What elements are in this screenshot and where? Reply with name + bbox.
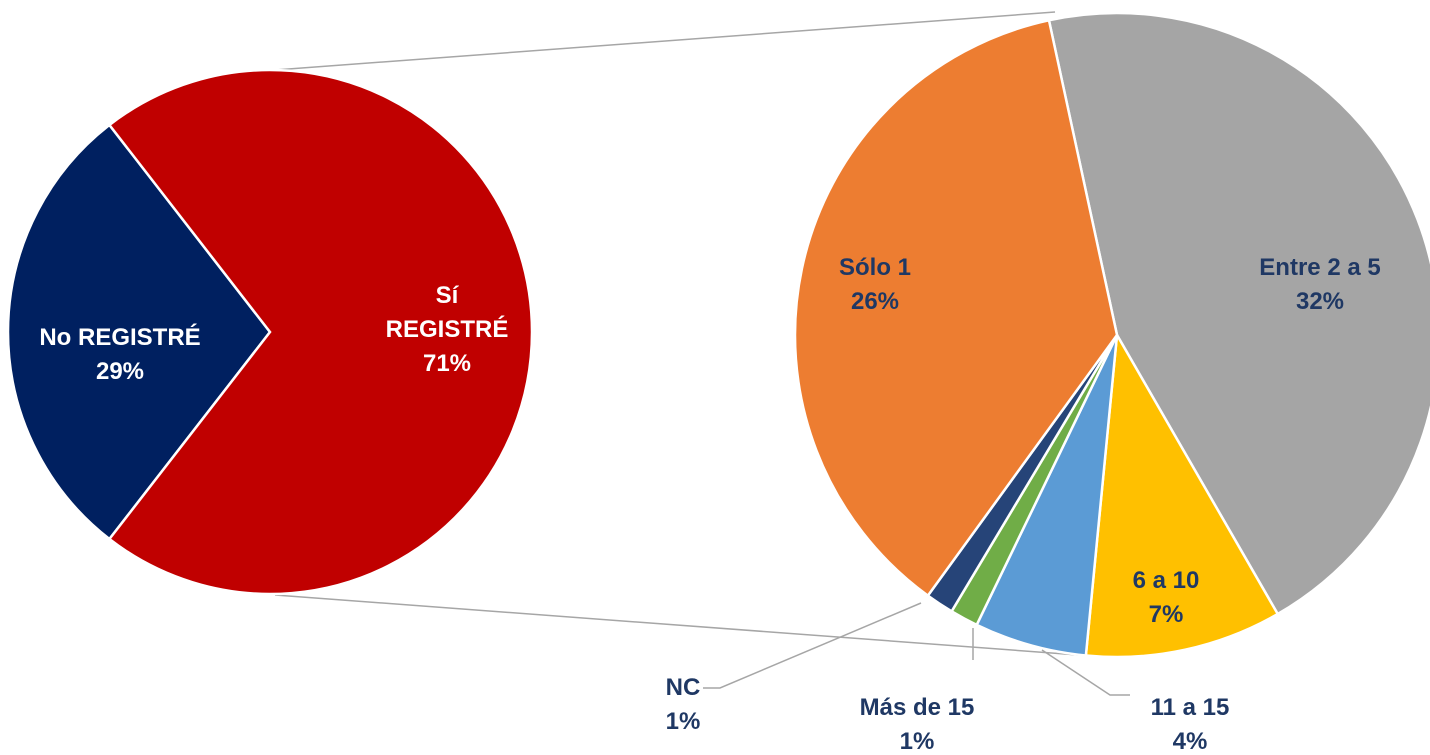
- category-label: Más de 15: [859, 694, 975, 721]
- value-label: 7%: [1148, 601, 1184, 628]
- category-label: Sí REGISTRÉ: [385, 282, 509, 343]
- category-label: 11 a 15: [1150, 694, 1230, 721]
- pie-slice: [107, 68, 534, 596]
- data-label: Sí REGISTRÉ 71%: [377, 279, 517, 381]
- value-label: 1%: [665, 708, 701, 735]
- data-label: No REGISTRÉ 29%: [20, 321, 220, 389]
- category-label: No REGISTRÉ: [39, 324, 201, 351]
- category-label: 6 a 10: [1132, 567, 1200, 594]
- pie-slice: [1084, 330, 1280, 659]
- pie-slice: [1047, 11, 1430, 616]
- connector-line: [274, 594, 1093, 657]
- category-label: NC: [665, 674, 701, 701]
- value-label: 1%: [899, 728, 935, 755]
- data-label: Sólo 1 26%: [805, 251, 945, 319]
- pie-slice: [793, 18, 1119, 598]
- leader-line: [703, 602, 922, 689]
- value-label: 71%: [422, 350, 472, 377]
- data-label: NC 1%: [643, 671, 723, 739]
- leader-line: [1041, 649, 1130, 696]
- value-label: 32%: [1295, 288, 1345, 315]
- value-label: 26%: [850, 288, 900, 315]
- slices: [6, 11, 1430, 659]
- data-label: Más de 15 1%: [827, 691, 1007, 755]
- value-label: 29%: [95, 358, 145, 385]
- category-label: Entre 2 a 5: [1259, 254, 1381, 281]
- data-label: Entre 2 a 5 32%: [1220, 251, 1420, 319]
- data-label: 6 a 10 7%: [1106, 564, 1226, 632]
- data-label: 11 a 15 4%: [1110, 691, 1270, 755]
- pie-slice: [6, 123, 272, 541]
- value-label: 4%: [1172, 728, 1208, 755]
- category-label: Sólo 1: [838, 254, 911, 281]
- connector-line: [274, 11, 1056, 71]
